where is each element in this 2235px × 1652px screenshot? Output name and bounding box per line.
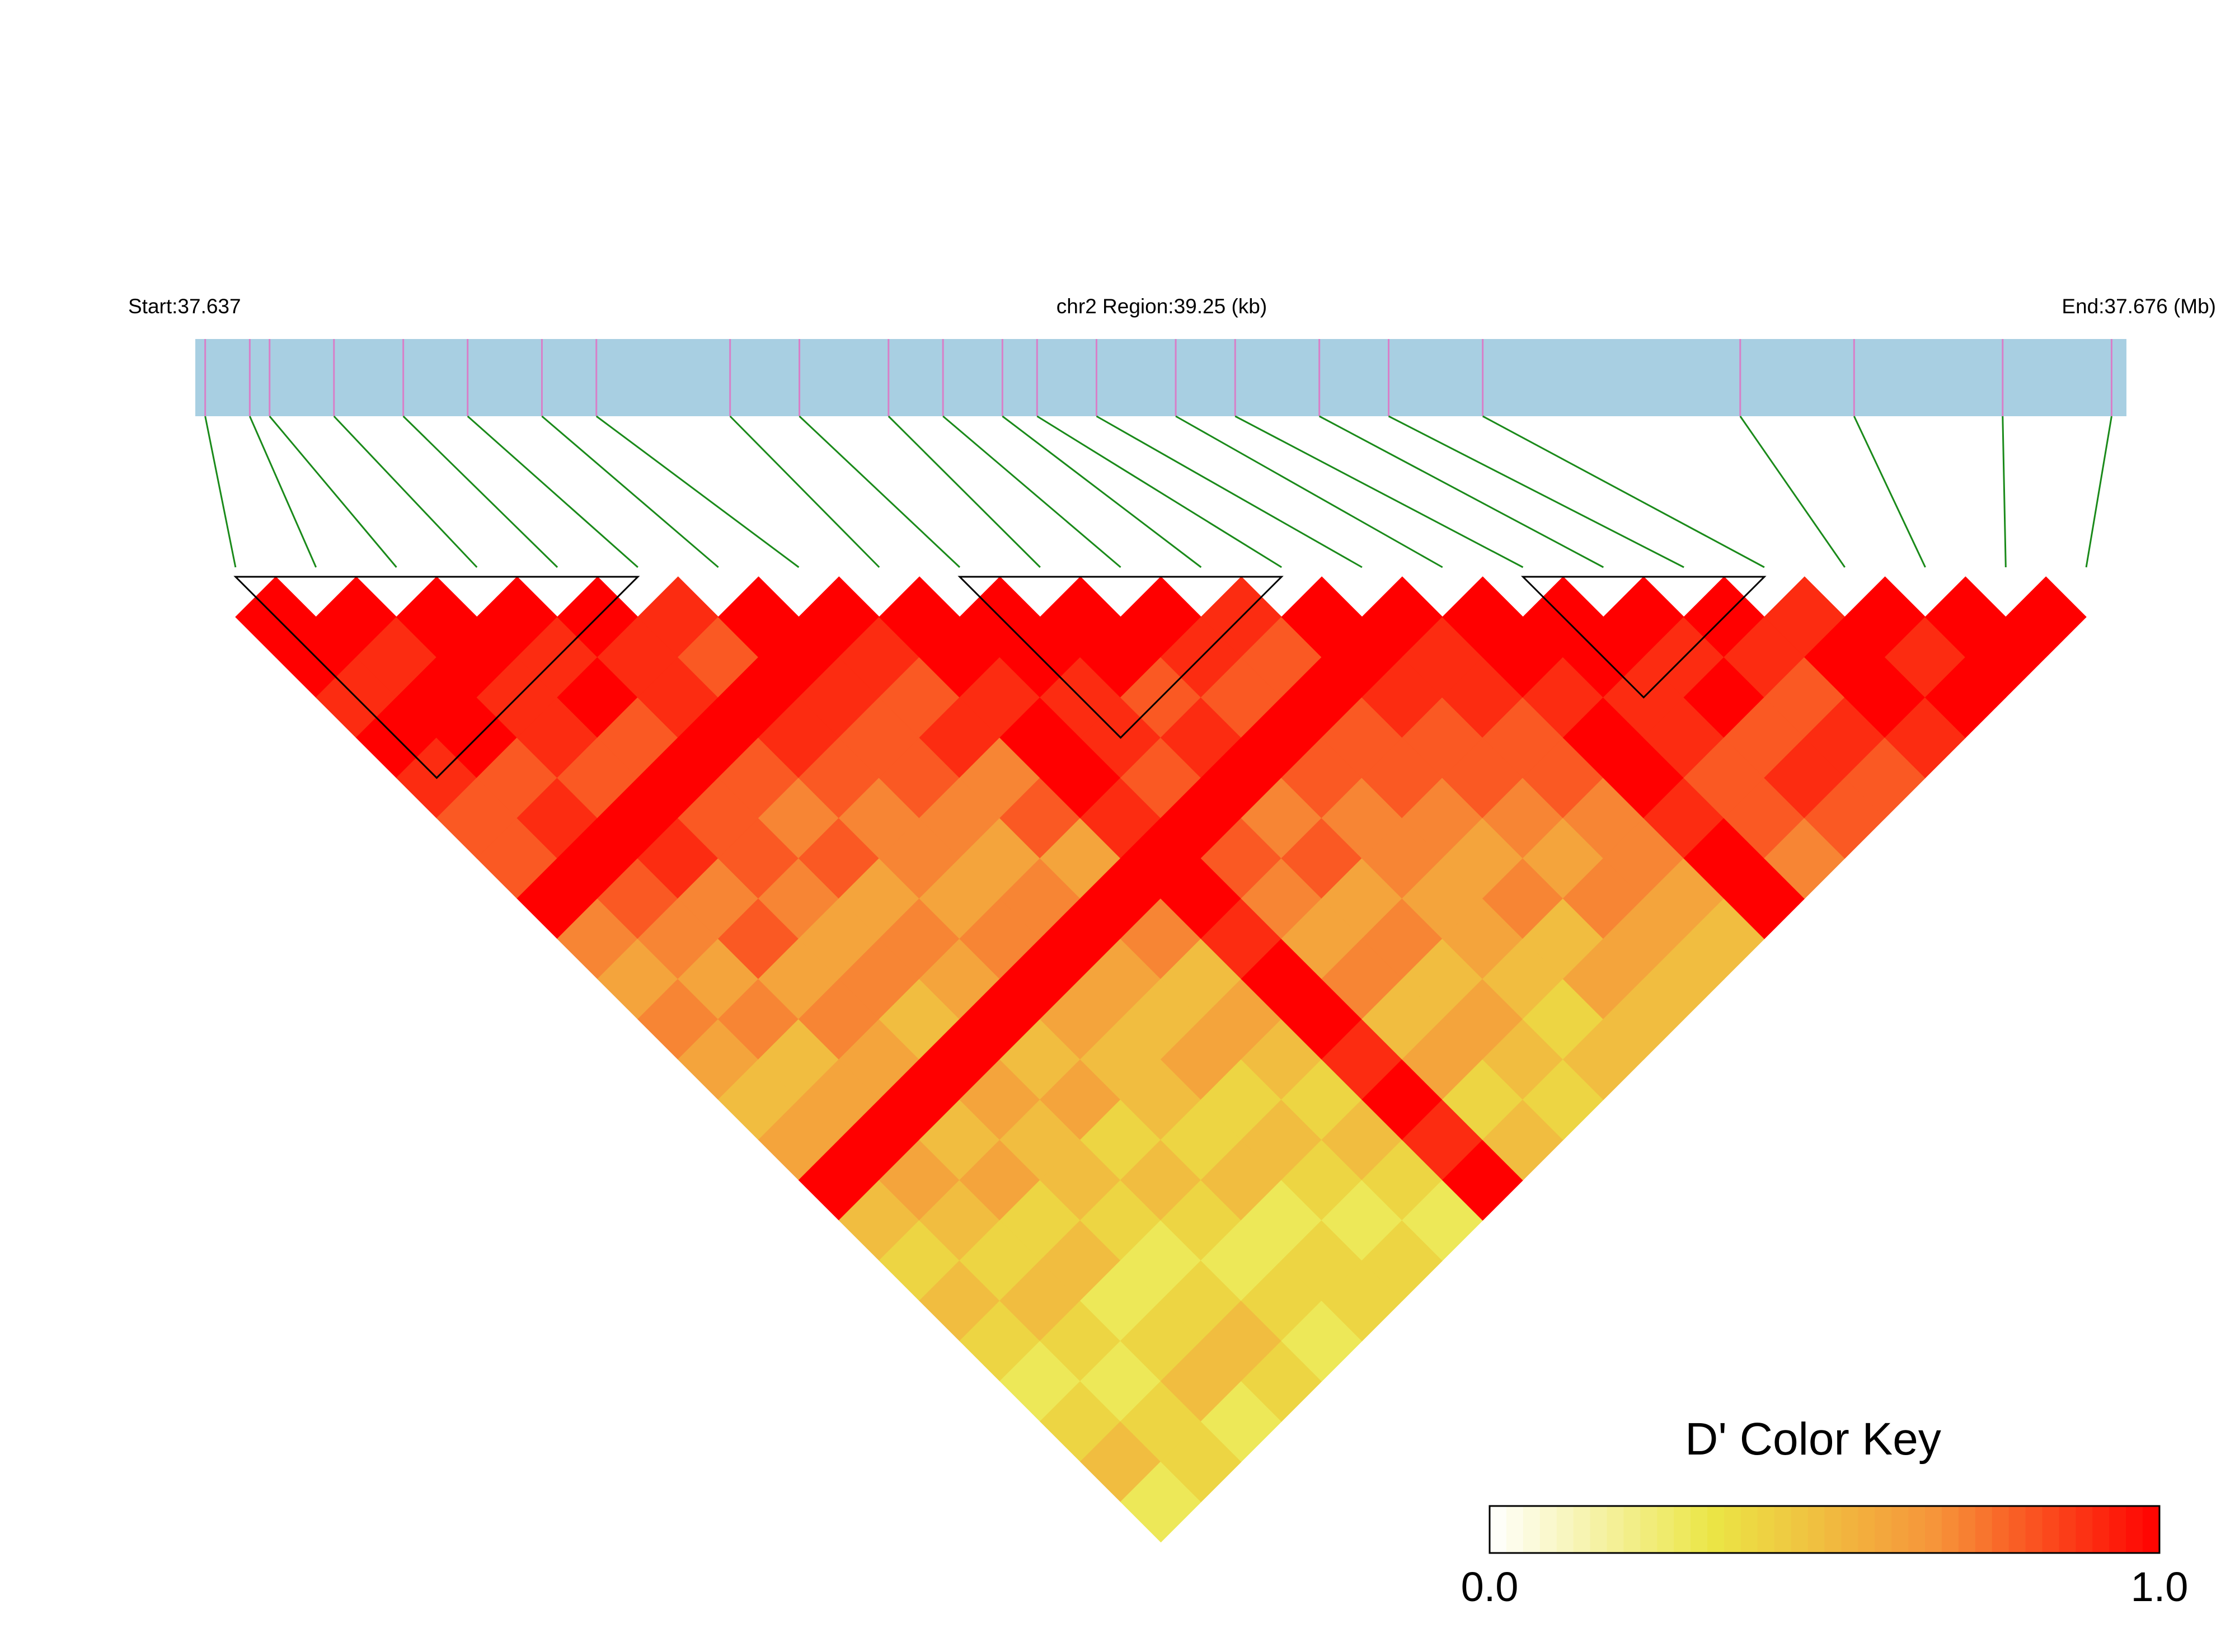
color-key-step <box>1573 1506 1591 1553</box>
color-key-step <box>2059 1506 2077 1553</box>
ld-block <box>1520 576 1767 699</box>
color-key-step <box>1774 1506 1792 1553</box>
color-key-step <box>1623 1506 1641 1553</box>
snp-connector <box>1036 415 1282 568</box>
color-key-step <box>1975 1506 1993 1553</box>
color-key-step <box>1958 1506 1976 1553</box>
color-key-step <box>1740 1506 1758 1553</box>
color-key-step <box>1539 1506 1557 1553</box>
snp-connector <box>799 415 961 568</box>
snp-connector <box>1853 416 1926 568</box>
color-key-step <box>1757 1506 1775 1553</box>
key-title: D' Color Key <box>1685 1414 1941 1465</box>
color-key-step <box>2008 1506 2026 1553</box>
color-key-step <box>1691 1506 1708 1553</box>
snp-connector <box>1739 416 1846 568</box>
ld-block <box>957 576 1284 739</box>
snp-connector <box>595 415 800 568</box>
snp-connector <box>888 415 1041 568</box>
snp-connector <box>729 415 880 568</box>
key-tick-label: 0.0 <box>1461 1564 1519 1610</box>
color-key-step <box>2126 1506 2144 1553</box>
color-key-step <box>1807 1506 1825 1553</box>
region-bar <box>195 339 2126 416</box>
snp-connector <box>2002 416 2007 568</box>
color-key-step <box>2042 1506 2060 1553</box>
color-key-step <box>1925 1506 1942 1553</box>
snp-connector <box>204 416 237 568</box>
snp-connector <box>942 415 1121 568</box>
color-key-step <box>1674 1506 1692 1553</box>
color-key-step <box>1791 1506 1809 1553</box>
snp-connector <box>541 415 719 568</box>
color-key-frame <box>1489 1505 2161 1554</box>
snp-connector <box>1482 415 1765 568</box>
color-key-step <box>2143 1506 2160 1553</box>
snp-connector <box>1175 415 1443 568</box>
snp-connector <box>1002 415 1202 568</box>
color-key-step <box>1657 1506 1675 1553</box>
color-key-step <box>1891 1506 1909 1553</box>
snp-connector <box>269 416 397 568</box>
color-key-step <box>1590 1506 1608 1553</box>
color-key-step <box>1875 1506 1893 1553</box>
color-key-step <box>2076 1506 2093 1553</box>
snp-connector <box>402 415 558 568</box>
color-key-step <box>1707 1506 1725 1553</box>
color-key-step <box>2025 1506 2043 1553</box>
end-label: End:37.676 (Mb) <box>2062 295 2216 318</box>
color-key-step <box>1824 1506 1842 1553</box>
snp-connector <box>2085 416 2112 568</box>
snp-connector <box>248 416 317 568</box>
color-key-step <box>1506 1506 1524 1553</box>
ld-block <box>233 576 640 779</box>
snp-connector <box>1234 415 1524 568</box>
snp-connector <box>333 415 478 568</box>
snp-connector <box>1096 415 1363 568</box>
snp-connector <box>1318 415 1604 568</box>
color-key-step <box>1607 1506 1624 1553</box>
start-label: Start:37.637 <box>128 295 241 318</box>
color-key-step <box>1858 1506 1876 1553</box>
snp-connector <box>1388 415 1684 568</box>
color-key-step <box>1490 1506 1507 1553</box>
color-key-step <box>2109 1506 2127 1553</box>
key-tick-label: 1.0 <box>2131 1564 2189 1610</box>
color-key-step <box>1908 1506 1926 1553</box>
color-key-step <box>1724 1506 1741 1553</box>
chart-title: chr2 Region:39.25 (kb) <box>1057 295 1267 318</box>
ld-cell <box>2005 576 2087 658</box>
color-key-step <box>1992 1506 2009 1553</box>
snp-connector <box>467 415 638 568</box>
color-key-step <box>1556 1506 1574 1553</box>
color-key-step <box>1523 1506 1541 1553</box>
color-key-step <box>1841 1506 1859 1553</box>
color-key-step <box>1941 1506 1959 1553</box>
color-key-step <box>1640 1506 1658 1553</box>
color-key-step <box>2092 1506 2110 1553</box>
